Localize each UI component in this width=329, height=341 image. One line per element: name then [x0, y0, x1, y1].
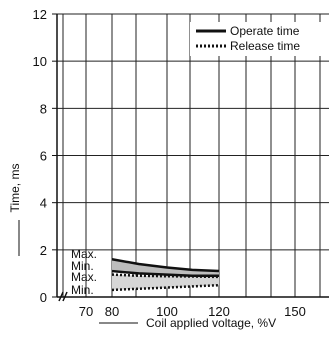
series-line — [111, 273, 220, 279]
legend-label-release: Release time — [230, 39, 300, 53]
x-tick-label: 100 — [156, 304, 178, 319]
band-label: Min. — [71, 283, 94, 297]
y-tick-label: 8 — [40, 101, 47, 116]
x-axis-label: Coil applied voltage, %V — [146, 316, 276, 330]
y-tick-label: 4 — [40, 196, 47, 211]
legend-label-operate: Operate time — [230, 24, 300, 38]
legend: Operate time Release time — [190, 22, 329, 56]
series-line — [111, 283, 220, 292]
axis-break-mark — [58, 291, 68, 302]
y-tick-label: 12 — [33, 7, 47, 22]
tick-labels: 0 2 4 6 8 10 12 70 80 100 120 150 — [33, 7, 306, 319]
x-tick-label: 70 — [79, 304, 93, 319]
y-tick-label: 6 — [40, 149, 47, 164]
axes — [52, 13, 329, 302]
legend-box — [190, 22, 329, 56]
band-labels: Max.Min.Max.Min. — [71, 247, 97, 297]
x-tick-label: 80 — [105, 304, 119, 319]
y-axis-label: Time, ms — [8, 164, 22, 213]
y-tick-label: 2 — [40, 243, 47, 258]
series-line — [111, 258, 220, 273]
band-label: Max. — [71, 247, 97, 261]
y-tick-label: 0 — [40, 290, 47, 305]
y-tick-label: 10 — [33, 54, 47, 69]
x-tick-label: 150 — [284, 304, 306, 319]
band-label: Max. — [71, 270, 97, 284]
x-tick-label: 120 — [208, 304, 230, 319]
series-lines — [111, 258, 220, 292]
grid — [57, 13, 329, 297]
band-label: Min. — [71, 259, 94, 273]
